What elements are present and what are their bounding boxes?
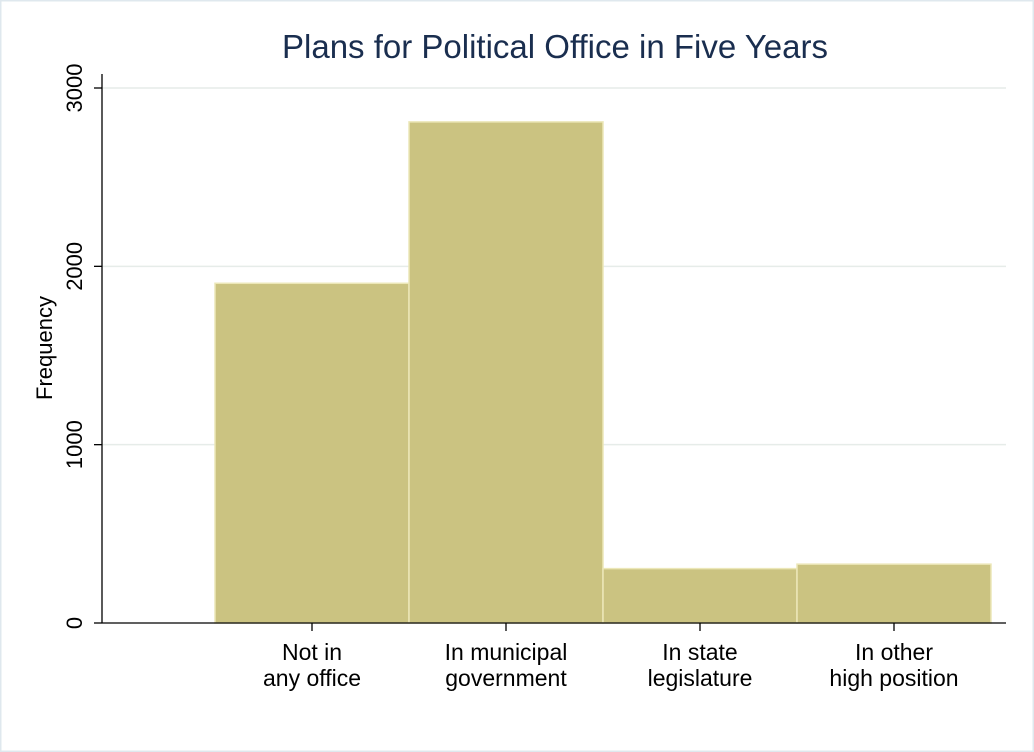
- x-tick-label-1: In municipal government: [445, 639, 568, 691]
- x-axis-labels: Not in any office In municipal government In…: [263, 623, 959, 691]
- y-axis-label: Frequency: [32, 296, 57, 400]
- x-tick-label-0: Not in any office: [263, 639, 361, 691]
- x-tick-label-3: In other high position: [829, 639, 958, 691]
- bars: [214, 121, 992, 624]
- y-tick-label-2: 2000: [62, 242, 87, 291]
- y-tick-label-1: 1000: [62, 420, 87, 469]
- bar-3: [796, 563, 992, 624]
- bar-1: [408, 121, 604, 624]
- axes: [101, 74, 1006, 624]
- y-tick-label-3: 3000: [62, 64, 87, 113]
- y-axis-ticks: 0 1000 2000 3000: [62, 64, 102, 629]
- bar-0: [214, 282, 410, 624]
- chart-title: Plans for Political Office in Five Years: [282, 28, 828, 65]
- x-tick-label-2: In state legislature: [648, 639, 753, 691]
- y-tick-label-0: 0: [62, 617, 87, 629]
- bar-2: [602, 567, 798, 624]
